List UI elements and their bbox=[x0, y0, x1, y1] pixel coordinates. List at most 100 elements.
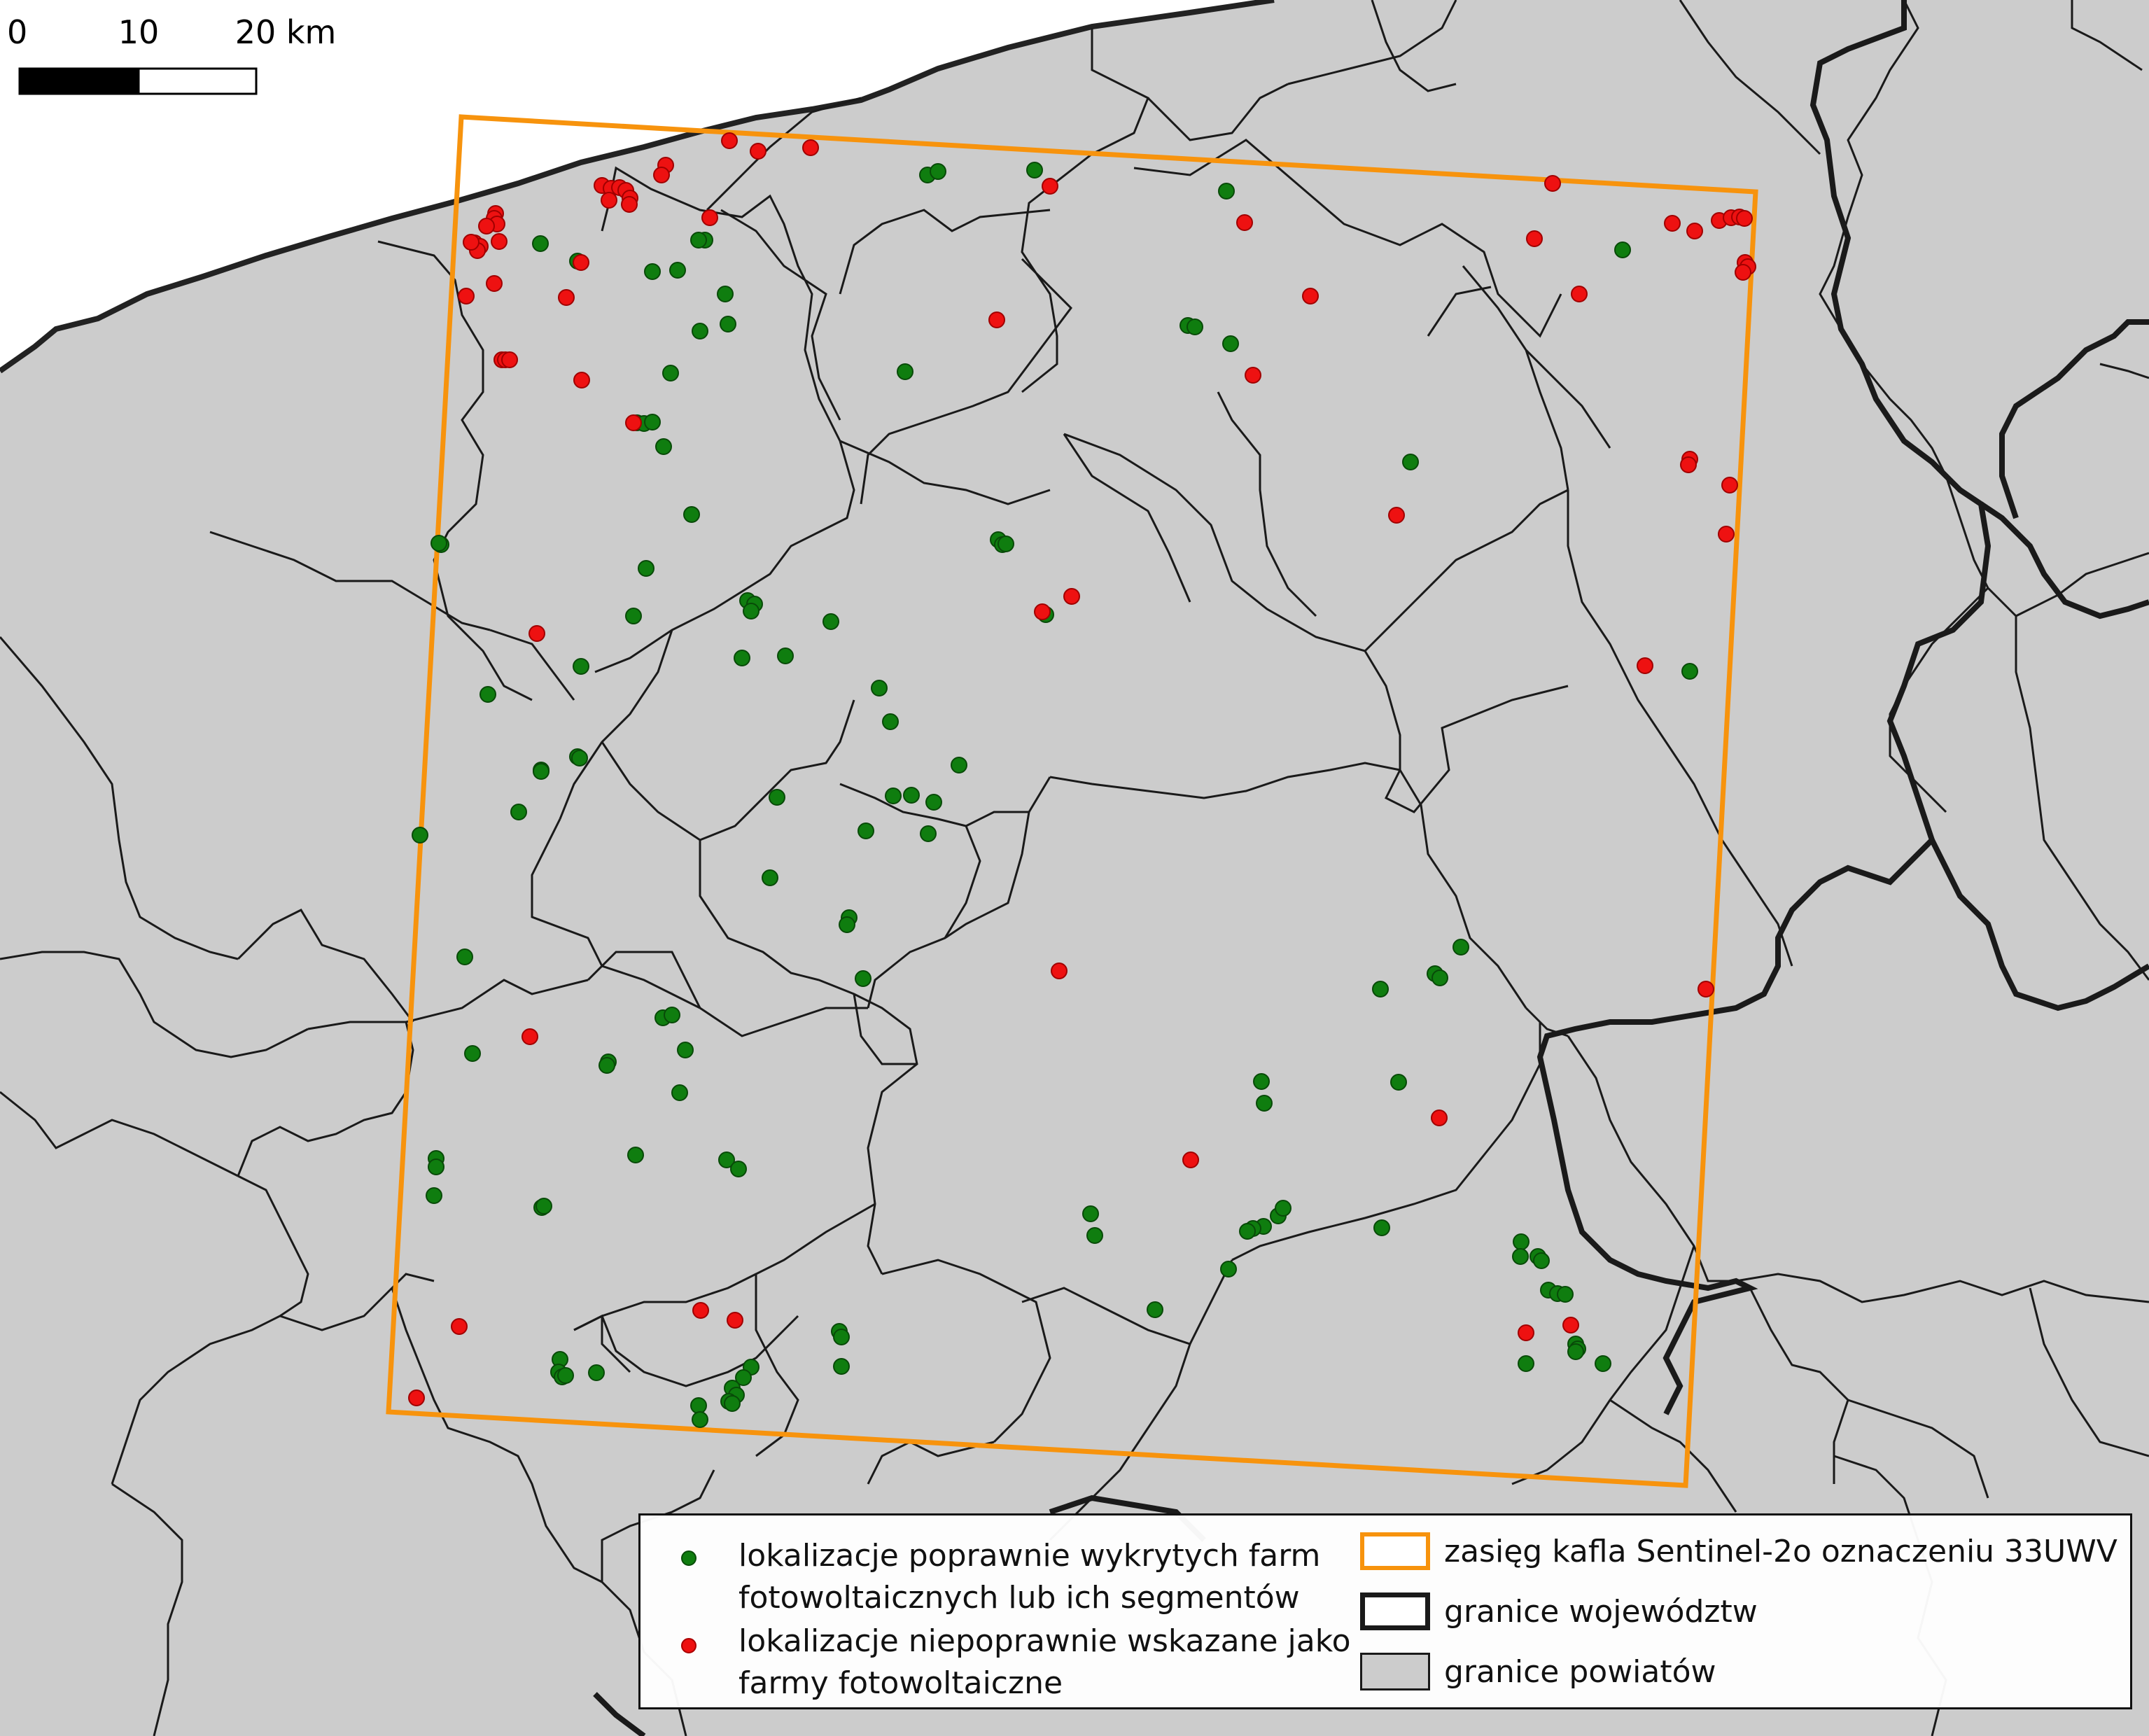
legend-county-label: granice powiatów bbox=[1444, 1654, 1716, 1690]
incorrect-detection-point bbox=[802, 139, 819, 156]
correct-detection-point bbox=[638, 560, 654, 577]
incorrect-detection-point bbox=[486, 275, 503, 292]
correct-detection-point bbox=[1256, 1095, 1273, 1112]
correct-detection-point bbox=[777, 648, 794, 664]
incorrect-detection-point bbox=[491, 233, 507, 250]
correct-detection-point bbox=[627, 1147, 644, 1163]
correct-detection-point bbox=[885, 788, 902, 804]
scale-bar-black-segment bbox=[18, 67, 140, 95]
incorrect-detection-point bbox=[701, 209, 718, 226]
incorrect-detection-point bbox=[1664, 215, 1681, 232]
correct-detection-point bbox=[1432, 969, 1448, 986]
correct-detection-point bbox=[428, 1158, 444, 1175]
correct-detection-point bbox=[717, 286, 734, 302]
incorrect-detection-point bbox=[601, 192, 617, 209]
correct-detection-point bbox=[897, 363, 913, 380]
correct-detection-point bbox=[625, 608, 642, 624]
correct-detection-point bbox=[426, 1187, 442, 1204]
correct-detection-point bbox=[598, 1057, 615, 1074]
correct-detection-point bbox=[1239, 1223, 1256, 1240]
legend: lokalizacje poprawnie wykrytych farm fot… bbox=[638, 1513, 2132, 1709]
legend-incorrect-line1: lokalizacje niepoprawnie wskazane jako bbox=[738, 1623, 1351, 1659]
incorrect-detection-point bbox=[463, 234, 479, 251]
correct-detection-point bbox=[1567, 1343, 1584, 1360]
correct-detection-point bbox=[1086, 1227, 1103, 1244]
correct-detection-point bbox=[920, 825, 937, 842]
tile-extent-outline bbox=[386, 114, 1758, 1488]
correct-detection-point bbox=[833, 1329, 850, 1345]
incorrect-detection-point bbox=[1245, 367, 1261, 384]
correct-detection-point bbox=[855, 970, 872, 987]
correct-detection-point bbox=[769, 789, 785, 806]
correct-detection-point bbox=[532, 235, 549, 252]
correct-detection-point bbox=[762, 869, 778, 886]
correct-detection-point bbox=[557, 1367, 574, 1384]
correct-detection-point bbox=[882, 713, 899, 730]
correct-detection-point bbox=[724, 1395, 741, 1412]
legend-tile-label: zasięg kafla Sentinel-2o oznaczeniu 33UW… bbox=[1444, 1534, 2118, 1569]
scale-label-10: 10 bbox=[118, 13, 160, 51]
correct-detection-point bbox=[1220, 1261, 1237, 1278]
correct-detection-point bbox=[718, 1152, 735, 1168]
incorrect-detection-point bbox=[1034, 603, 1051, 620]
incorrect-detection-point bbox=[1721, 477, 1738, 493]
green-circle-icon bbox=[681, 1550, 696, 1566]
incorrect-detection-point bbox=[1686, 223, 1703, 239]
incorrect-detection-point bbox=[558, 289, 575, 306]
incorrect-detection-point bbox=[1182, 1152, 1199, 1168]
legend-voivodeship-label: granice województw bbox=[1444, 1594, 1758, 1630]
correct-detection-point bbox=[1390, 1074, 1407, 1091]
incorrect-detection-point bbox=[750, 143, 766, 160]
orange-rectangle-icon bbox=[1360, 1532, 1430, 1570]
incorrect-detection-point bbox=[653, 167, 670, 183]
correct-detection-point bbox=[1557, 1286, 1574, 1303]
correct-detection-point bbox=[692, 1411, 708, 1428]
correct-detection-point bbox=[822, 613, 839, 630]
correct-detection-point bbox=[588, 1364, 605, 1381]
correct-detection-point bbox=[951, 757, 967, 774]
correct-detection-point bbox=[571, 750, 588, 766]
incorrect-detection-points bbox=[408, 132, 1756, 1406]
incorrect-detection-point bbox=[721, 132, 738, 149]
correct-detection-point bbox=[1222, 335, 1239, 352]
incorrect-detection-point bbox=[451, 1318, 468, 1335]
incorrect-detection-point bbox=[458, 288, 475, 304]
correct-detection-point bbox=[1253, 1073, 1270, 1090]
scale-label-0: 0 bbox=[7, 13, 27, 51]
incorrect-detection-point bbox=[1302, 288, 1319, 304]
incorrect-detection-point bbox=[1680, 456, 1697, 473]
correct-detection-point bbox=[662, 365, 679, 382]
incorrect-detection-point bbox=[1518, 1324, 1534, 1341]
correct-detection-point bbox=[720, 316, 736, 332]
correct-detection-point bbox=[536, 1198, 552, 1214]
correct-detection-point bbox=[735, 1369, 752, 1386]
incorrect-detection-point bbox=[625, 414, 642, 431]
correct-detection-point bbox=[677, 1042, 694, 1058]
scale-bar-white-segment bbox=[137, 67, 258, 95]
incorrect-detection-point bbox=[1042, 178, 1058, 195]
correct-detection-point bbox=[412, 827, 428, 844]
correct-detection-point bbox=[833, 1358, 850, 1375]
correct-detection-point bbox=[730, 1161, 747, 1177]
coastline bbox=[0, 0, 1275, 374]
incorrect-detection-point bbox=[1236, 214, 1253, 231]
incorrect-detection-point bbox=[501, 351, 518, 368]
correct-detection-point bbox=[464, 1045, 481, 1062]
incorrect-detection-point bbox=[1698, 981, 1714, 997]
correct-detection-point bbox=[479, 686, 496, 703]
legend-correct-line1: lokalizacje poprawnie wykrytych farm bbox=[738, 1538, 1321, 1574]
red-circle-icon bbox=[681, 1638, 696, 1653]
correct-detection-point bbox=[1533, 1252, 1550, 1269]
correct-detection-point bbox=[692, 323, 708, 340]
correct-detection-point bbox=[1681, 663, 1698, 680]
incorrect-detection-point bbox=[1544, 175, 1561, 192]
incorrect-detection-point bbox=[621, 196, 638, 213]
grey-filled-rectangle-icon bbox=[1360, 1653, 1430, 1690]
correct-detection-point bbox=[743, 603, 760, 620]
incorrect-detection-point bbox=[1571, 286, 1588, 302]
correct-detection-point bbox=[1595, 1355, 1611, 1372]
correct-detection-point bbox=[664, 1007, 680, 1023]
correct-detection-point bbox=[1275, 1200, 1292, 1217]
correct-detection-point bbox=[1147, 1301, 1163, 1318]
